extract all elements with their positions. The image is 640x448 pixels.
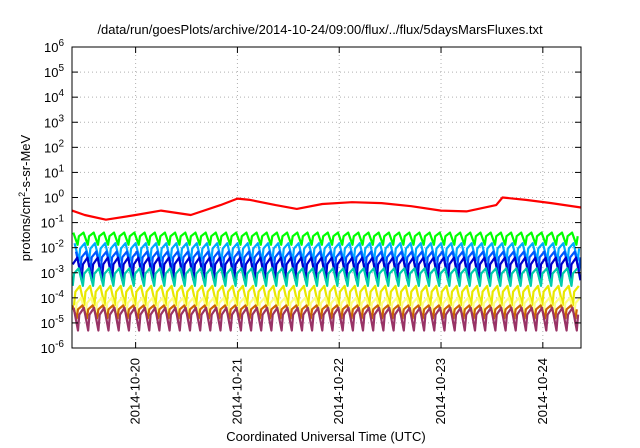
y-tick-label: 102: [44, 138, 64, 155]
series-line: [71, 196, 582, 221]
x-tick-label: 2014-10-22: [331, 358, 346, 425]
y-tick-label: 10-4: [41, 289, 65, 306]
series-line: [72, 284, 580, 307]
x-tick-label: 2014-10-21: [229, 358, 244, 425]
series-line: [72, 231, 579, 246]
y-tick-label: 101: [44, 163, 64, 180]
x-tick-label: 2014-10-20: [128, 358, 143, 425]
y-tick-label: 100: [44, 189, 64, 206]
y-tick-label: 103: [44, 113, 64, 130]
y-tick-label: 10-5: [41, 314, 65, 331]
x-axis: 2014-10-20 2014-10-21 2014-10-22 2014-10-23…: [128, 47, 550, 425]
y-tick-label: 104: [44, 88, 64, 105]
y-axis: 10-6 10-5 10-4 10-3 10-2 10-1 100 101 102 103 104 1…: [41, 38, 581, 356]
x-axis-label: Coordinated Universal Time (UTC): [226, 429, 425, 444]
series-line: [71, 267, 579, 287]
y-tick-label: 10-2: [41, 239, 65, 256]
x-tick-label: 2014-10-24: [535, 358, 550, 425]
series-line: [71, 256, 582, 282]
y-tick-label: 10-3: [41, 264, 65, 281]
series-line: [72, 306, 580, 332]
plot-area: [71, 196, 582, 332]
y-tick-label: 10-6: [41, 339, 65, 356]
x-tick-label: 2014-10-23: [433, 358, 448, 425]
y-tick-label: 105: [44, 63, 64, 80]
y-axis-label: protons/cm2-s-sr-MeV: [17, 134, 33, 261]
y-tick-label: 10-1: [41, 214, 65, 231]
chart-title: /data/run/goesPlots/archive/2014-10-24/0…: [97, 22, 543, 37]
y-tick-label: 106: [44, 38, 64, 55]
